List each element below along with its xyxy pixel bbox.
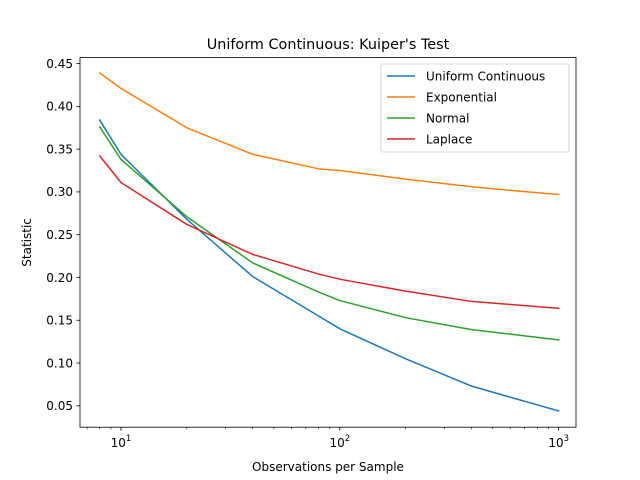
y-tick-label: 0.25 [46,228,73,242]
plot-frame [79,57,577,428]
y-tick-label: 0.30 [46,185,73,199]
chart-title: Uniform Continuous: Kuiper's Test [207,37,450,53]
x-tick-label: 103 [548,434,569,450]
x-tick-label: 102 [329,434,350,450]
legend-label-2: Normal [426,111,469,125]
plot-lines [98,71,560,412]
y-tick-label: 0.15 [46,314,73,328]
legend-label-0: Uniform Continuous [426,69,545,83]
legend-box [380,63,570,153]
y-axis-label: Statistic [20,218,34,267]
series-line-0 [98,119,560,412]
legend-label-1: Exponential [426,90,497,104]
y-tick-label: 0.35 [46,142,73,156]
y-tick-label: 0.45 [46,57,73,71]
series-line-1 [98,71,560,196]
y-tick-label: 0.10 [46,356,73,370]
series-line-2 [98,125,560,341]
legend-label-3: Laplace [426,132,472,146]
legend: Uniform Continuous Exponential Normal Lapla… [380,63,570,153]
x-tick-label: 101 [111,434,132,450]
y-tick-label: 0.40 [46,100,73,114]
y-tick-label: 0.20 [46,271,73,285]
x-axis-label: Observations per Sample [252,460,404,474]
series-line-3 [98,154,560,310]
y-axis: 0.05 0.10 0.15 0.20 0.25 0.30 0.35 0.40 0.45 [46,57,80,413]
y-tick-label: 0.05 [46,399,73,413]
x-axis: 101 102 103 [86,427,569,450]
